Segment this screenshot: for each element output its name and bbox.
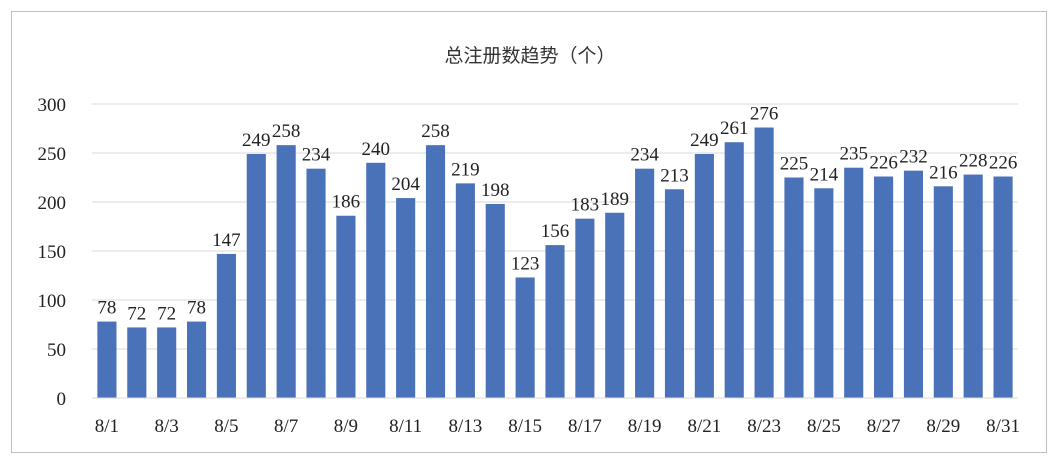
data-label: 258 [272, 121, 301, 142]
data-label: 214 [810, 164, 839, 185]
data-label: 234 [302, 145, 331, 166]
x-tick-label: 8/29 [926, 416, 960, 437]
bar [874, 176, 894, 398]
bar [157, 327, 177, 398]
bar [993, 176, 1013, 398]
bar [186, 321, 207, 398]
data-label: 258 [421, 121, 450, 142]
y-tick-label: 300 [38, 95, 67, 116]
bar [664, 189, 685, 398]
data-label: 147 [212, 230, 241, 251]
data-label: 216 [929, 162, 958, 183]
chart-title: 总注册数趋势（个） [444, 45, 615, 67]
x-tick-label: 8/7 [274, 416, 298, 437]
bar [276, 145, 296, 398]
bar [605, 212, 625, 398]
data-label: 156 [541, 221, 570, 242]
data-label: 72 [127, 303, 146, 324]
x-tick-label: 8/15 [508, 416, 542, 437]
bar [784, 177, 804, 398]
bar [844, 167, 864, 398]
bar [127, 327, 147, 398]
data-label: 123 [511, 253, 540, 274]
bar [933, 186, 953, 398]
data-label: 183 [571, 195, 600, 216]
data-label: 225 [780, 154, 809, 175]
bar [545, 245, 565, 398]
x-tick-label: 8/1 [95, 416, 119, 437]
data-label: 276 [750, 104, 779, 125]
bar [754, 127, 774, 399]
x-tick-label: 8/31 [986, 416, 1020, 437]
x-tick-label: 8/3 [155, 416, 179, 437]
bar [396, 198, 416, 398]
data-label: 213 [660, 165, 689, 186]
y-tick-label: 250 [38, 144, 67, 165]
bar [366, 162, 386, 398]
y-tick-label: 200 [38, 193, 67, 214]
data-label: 189 [600, 189, 629, 210]
data-label: 72 [157, 303, 176, 324]
x-tick-label: 8/27 [867, 416, 901, 437]
data-label: 226 [989, 153, 1018, 174]
bar [485, 203, 505, 398]
bar [635, 168, 655, 398]
bar [246, 153, 266, 398]
x-axis: 8/1 8/3 8/5 8/7 8/9 8/11 8/13 8/15 8/17 8/19 8/21 8… [92, 397, 1020, 437]
data-label: 249 [242, 130, 271, 151]
x-tick-label: 8/11 [389, 416, 422, 437]
data-label: 198 [481, 180, 510, 201]
bar [575, 218, 595, 398]
x-tick-label: 8/23 [747, 416, 781, 437]
bar [97, 321, 117, 398]
x-tick-label: 8/13 [448, 416, 482, 437]
data-label: 249 [690, 130, 719, 151]
x-tick-label: 8/19 [628, 416, 662, 437]
bar [515, 277, 535, 398]
bar [455, 183, 475, 398]
data-label: 240 [362, 139, 391, 160]
y-tick-label: 50 [47, 340, 66, 361]
data-label: 186 [332, 192, 361, 213]
bar [216, 253, 236, 398]
y-axis: 0 50 100 150 200 250 300 [38, 95, 67, 410]
data-label: 78 [187, 298, 206, 319]
data-label: 219 [451, 159, 480, 180]
data-label: 228 [959, 151, 988, 172]
y-tick-label: 150 [38, 242, 67, 263]
bar [694, 153, 714, 398]
bar [903, 170, 924, 398]
data-label: 232 [899, 147, 928, 168]
bar [814, 188, 834, 398]
x-tick-label: 8/9 [334, 416, 358, 437]
data-label: 235 [839, 144, 868, 165]
y-tick-label: 0 [57, 389, 67, 410]
x-tick-label: 8/17 [568, 416, 602, 437]
bar-series [97, 127, 1013, 399]
x-tick-label: 8/25 [807, 416, 841, 437]
data-label: 234 [630, 145, 659, 166]
data-label: 261 [720, 118, 749, 139]
bar [336, 215, 356, 398]
bar [425, 145, 446, 398]
x-tick-label: 8/5 [214, 416, 238, 437]
data-label: 226 [869, 153, 898, 174]
x-tick-label: 8/21 [687, 416, 721, 437]
bar [724, 142, 744, 398]
y-tick-label: 100 [38, 291, 67, 312]
data-label: 204 [391, 174, 420, 195]
gridlines [92, 103, 1018, 350]
data-label: 78 [97, 298, 116, 319]
bar [306, 168, 326, 398]
bar [963, 174, 983, 398]
